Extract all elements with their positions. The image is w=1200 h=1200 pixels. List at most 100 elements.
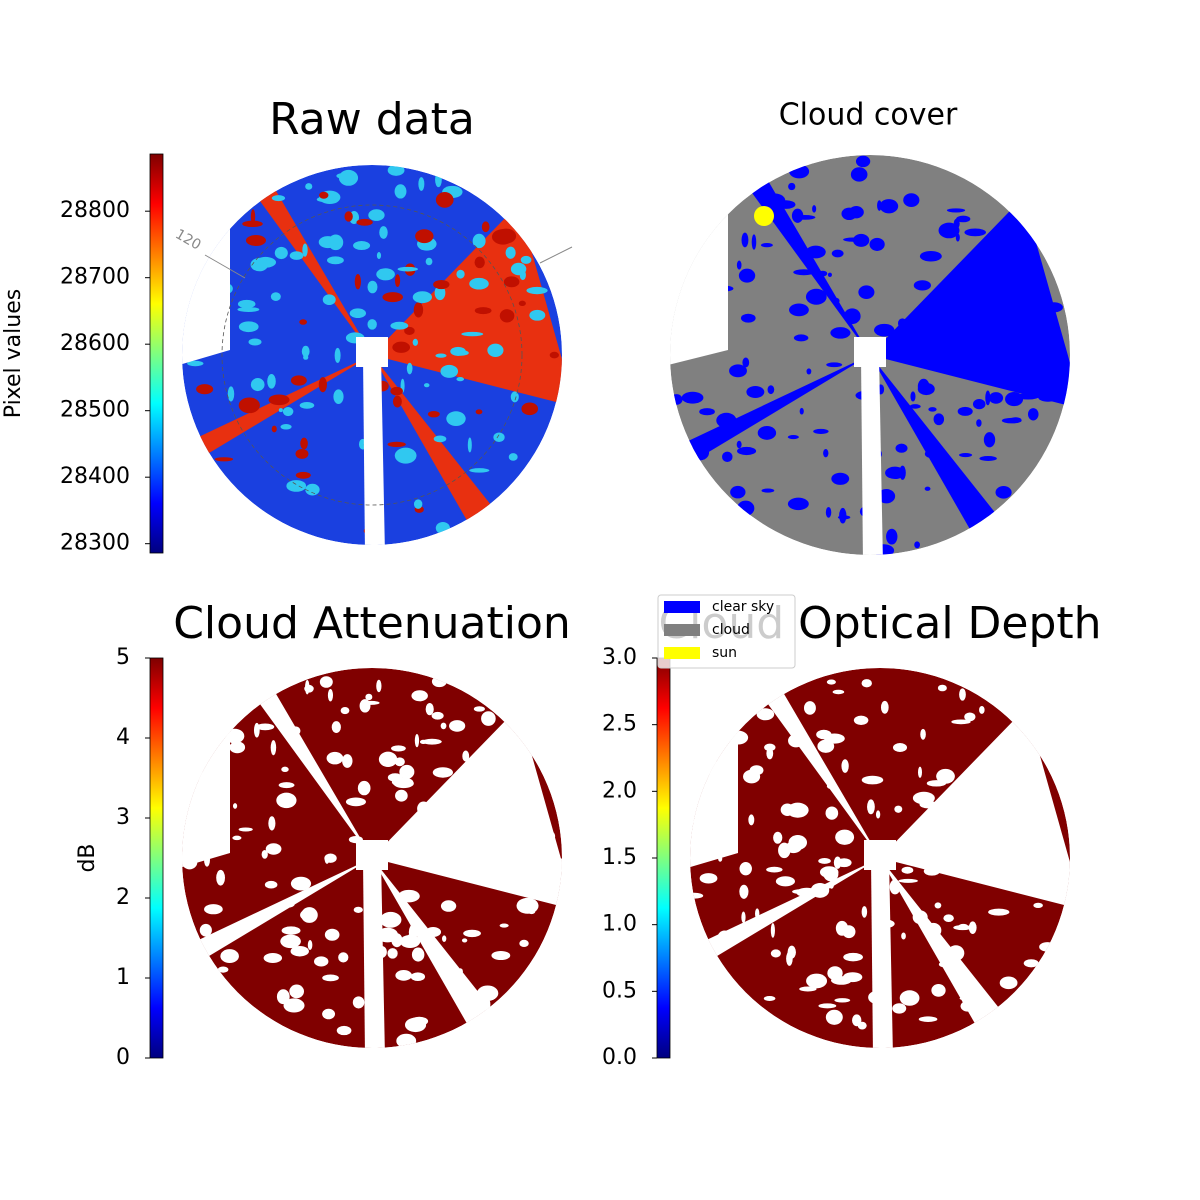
sky-patch bbox=[336, 1025, 352, 1036]
sky-patch bbox=[764, 743, 776, 752]
sky-patch bbox=[422, 738, 442, 745]
sky-patch bbox=[264, 880, 278, 889]
sky-patch bbox=[278, 408, 283, 413]
sky-patch bbox=[442, 935, 447, 942]
sky-patch bbox=[1035, 352, 1047, 359]
sky-patch bbox=[826, 783, 834, 789]
sky-patch bbox=[431, 675, 447, 688]
sky-patch bbox=[387, 441, 406, 447]
sky-patch bbox=[917, 337, 926, 342]
colorbar bbox=[149, 657, 164, 1059]
sky-patch bbox=[818, 858, 831, 864]
sky-patch bbox=[474, 307, 492, 315]
sky-patch bbox=[237, 307, 260, 312]
sky-patch bbox=[936, 768, 955, 784]
sky-patch bbox=[791, 208, 804, 223]
sky-patch bbox=[877, 489, 896, 504]
sky-patch bbox=[469, 277, 489, 290]
sky-patch bbox=[340, 706, 350, 715]
sky-patch bbox=[491, 755, 502, 769]
sky-patch bbox=[819, 866, 839, 879]
sky-patch bbox=[952, 805, 960, 820]
sky-patch bbox=[510, 262, 527, 276]
sky-patch bbox=[885, 466, 905, 480]
sky-patch bbox=[987, 243, 1005, 258]
sky-patch bbox=[242, 220, 263, 228]
sky-image bbox=[182, 165, 562, 545]
sky-patch bbox=[392, 395, 402, 408]
colorbar-tick-label: 28800 bbox=[60, 198, 130, 223]
sky-patch bbox=[904, 336, 911, 351]
sky-patch bbox=[938, 222, 960, 239]
sky-patch bbox=[1047, 384, 1054, 391]
sky-patch bbox=[778, 842, 791, 859]
sky-patch bbox=[404, 326, 415, 335]
sky-patch bbox=[238, 397, 260, 414]
sky-patch bbox=[435, 172, 442, 188]
sky-patch bbox=[301, 345, 310, 357]
sky-patch bbox=[349, 308, 367, 319]
sky-patch bbox=[316, 196, 332, 203]
sky-patch bbox=[415, 229, 434, 244]
sky-patch bbox=[964, 228, 986, 237]
sky-patch bbox=[391, 745, 406, 752]
sky-patch bbox=[549, 858, 562, 871]
sun bbox=[754, 206, 774, 226]
sky-patch bbox=[842, 925, 856, 939]
sky-patch bbox=[999, 976, 1018, 990]
sky-patch bbox=[418, 177, 425, 191]
sky-patch bbox=[787, 435, 799, 440]
sky-patch bbox=[427, 410, 440, 418]
sky-patch bbox=[810, 883, 830, 898]
sky-patch bbox=[295, 471, 311, 479]
sky-patch bbox=[217, 966, 229, 973]
sky-patch bbox=[286, 480, 307, 492]
sky-patch bbox=[411, 690, 428, 702]
sky-patch bbox=[940, 334, 954, 347]
sky-patch bbox=[413, 302, 424, 318]
sky-patch bbox=[505, 246, 516, 259]
sky-patch bbox=[397, 266, 418, 272]
sky-patch bbox=[406, 362, 413, 375]
sky-patch bbox=[278, 782, 295, 789]
sky-image bbox=[182, 668, 562, 1048]
sky-patch bbox=[959, 996, 979, 1001]
sky-patch bbox=[440, 722, 447, 730]
sky-patch bbox=[841, 759, 849, 773]
sky-patch bbox=[1002, 829, 1012, 844]
sky-patch bbox=[327, 256, 344, 265]
sky-patch bbox=[861, 906, 868, 918]
sky-patch bbox=[353, 906, 363, 913]
sky-patch bbox=[789, 164, 810, 179]
sky-patch bbox=[299, 402, 315, 409]
sky-patch bbox=[946, 208, 966, 213]
sky-patch bbox=[788, 182, 796, 191]
sky-patch bbox=[825, 806, 839, 820]
sky-patch bbox=[746, 386, 765, 398]
sky-patch bbox=[508, 453, 518, 461]
sky-patch bbox=[976, 419, 982, 427]
colorbar-tick-label: 2.0 bbox=[602, 778, 637, 803]
sky-patch bbox=[326, 751, 344, 765]
sky-patch bbox=[953, 925, 972, 931]
sky-patch bbox=[324, 854, 330, 864]
sky-patch bbox=[378, 751, 398, 768]
sky-patch bbox=[418, 695, 423, 702]
sky-patch bbox=[829, 880, 834, 889]
sky-patch bbox=[281, 766, 289, 773]
sky-patch bbox=[394, 184, 407, 199]
sky-patch bbox=[835, 829, 855, 845]
sky-patch bbox=[333, 389, 344, 404]
sky-patch bbox=[503, 276, 520, 288]
sky-patch bbox=[880, 700, 889, 714]
sky-patch bbox=[425, 703, 434, 716]
sky-patch bbox=[972, 398, 986, 410]
sky-patch bbox=[319, 676, 333, 688]
sky-patch bbox=[1038, 392, 1058, 402]
sky-patch bbox=[499, 309, 515, 323]
sky-patch bbox=[499, 923, 509, 928]
sky-patch bbox=[265, 843, 282, 855]
sky-patch bbox=[1024, 291, 1039, 303]
sky-patch bbox=[520, 255, 532, 264]
sky-patch bbox=[410, 1016, 429, 1026]
